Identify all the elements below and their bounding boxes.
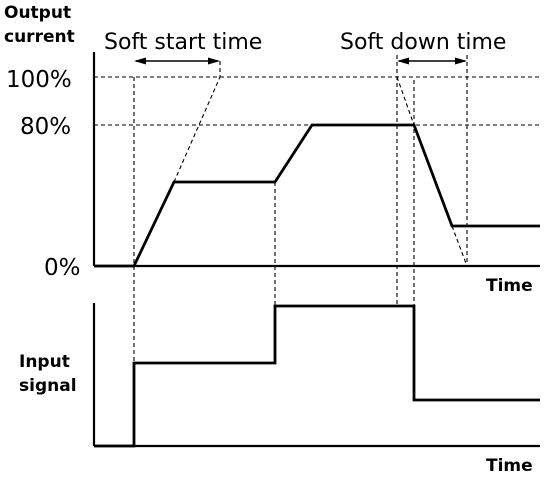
soft-down-arrow-head-right <box>455 57 467 65</box>
soft-down-arrow-head-left <box>397 57 409 65</box>
soft-down-time-label: Soft down time <box>340 30 506 55</box>
level-100-label: 100% <box>6 67 72 93</box>
input-signal-waveform <box>94 304 540 448</box>
output-current-label-line2: current <box>4 27 75 47</box>
soft-down-slope-extension-lower <box>451 225 468 267</box>
input-signal-label-line2: signal <box>19 376 77 396</box>
soft-start-arrow-head-right <box>208 57 220 65</box>
soft-start-arrow-head-left <box>134 57 146 65</box>
level-80-label: 80% <box>20 114 71 140</box>
soft-down-slope-extension-upper <box>396 76 415 126</box>
input-signal-label-line1: Input <box>19 352 70 372</box>
output-current-label-line1: Output <box>4 3 71 23</box>
level-0-label: 0% <box>44 255 81 281</box>
soft-start-slope-extension <box>173 76 221 183</box>
soft-start-time-label: Soft start time <box>104 30 262 55</box>
time-label-bottom: Time <box>486 456 533 476</box>
time-label-top: Time <box>486 276 533 296</box>
output-current-waveform <box>94 123 540 268</box>
